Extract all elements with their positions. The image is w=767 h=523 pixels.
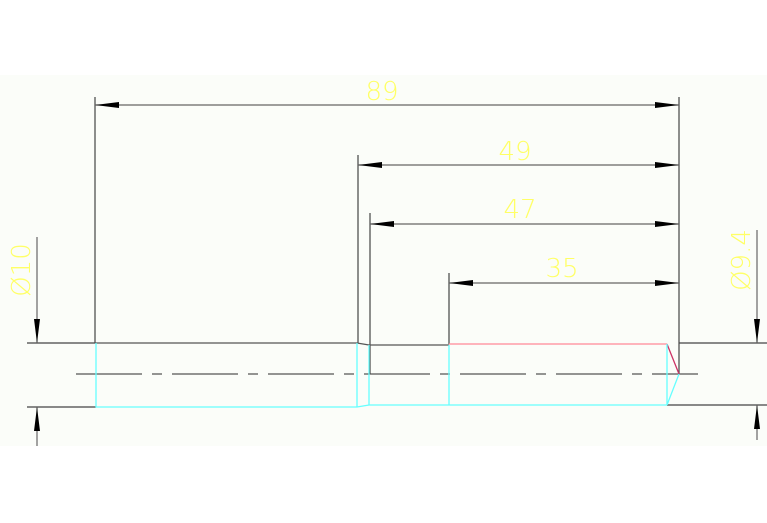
- dim-text-35: 35: [545, 254, 578, 284]
- dim-text-89: 89: [365, 77, 398, 107]
- drawing-area: [0, 75, 767, 446]
- shaft-outline: [95, 342, 680, 408]
- dim-text-47: 47: [503, 195, 536, 225]
- dim-text-49: 49: [498, 137, 531, 167]
- dim-text-dia10: Ø10: [7, 243, 37, 297]
- dim-text-dia94: Ø9.4: [727, 229, 757, 291]
